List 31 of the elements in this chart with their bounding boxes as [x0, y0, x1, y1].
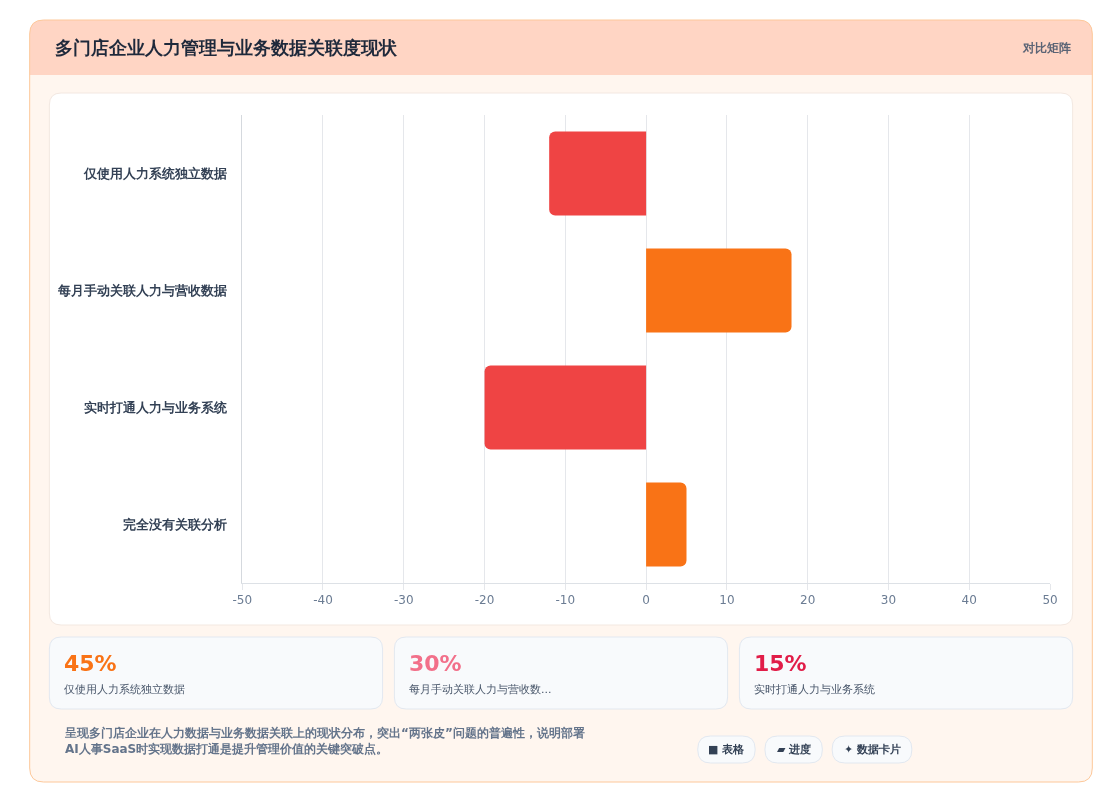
x-tick-label: -10 [555, 593, 576, 608]
y-tick-label: 完全没有关联分析 [122, 516, 227, 532]
text: ✦ 数据卡片 [844, 743, 902, 756]
bar [549, 131, 647, 216]
x-tick-label: 30 [880, 593, 897, 608]
bar [646, 248, 792, 333]
text: ■ 表格 [708, 743, 746, 756]
x-tick-label: 0 [642, 593, 650, 608]
text: 对比矩阵 [1022, 41, 1071, 55]
y-tick-label: 实时打通人力与业务系统 [83, 399, 228, 415]
x-tick-label: -20 [474, 593, 495, 608]
text: 30% [409, 651, 462, 676]
text: 实时打通人力与业务系统 [754, 683, 875, 696]
text: 45% [64, 651, 117, 676]
x-tick-label: 10 [719, 593, 735, 608]
x-tick-label: 40 [961, 593, 977, 608]
x-tick-label: -50 [232, 593, 253, 608]
y-tick-label: 每月手动关联人力与营收数据 [56, 282, 227, 298]
x-tick-label: 50 [1042, 593, 1058, 608]
x-tick-label: -40 [313, 593, 333, 608]
text: ▰ 进度 [777, 743, 812, 756]
text: 每月手动关联人力与营收数... [409, 683, 552, 696]
bar [484, 365, 647, 450]
bar [646, 482, 687, 567]
x-tick-label: 20 [800, 593, 816, 608]
chart-title: 多门店企业人力管理与业务数据关联度现状 [55, 37, 398, 58]
y-tick-label: 仅使用人力系统独立数据 [82, 165, 227, 181]
x-tick-label: -30 [393, 593, 414, 608]
text: 呈现多门店企业在人力数据与业务数据关联上的现状分布，突出“两张皮”问题的普遍性，说明部署AI人事SaaS时实现数据打通是提升管理价值的关键突破点。 [64, 726, 585, 756]
text: 仅使用人力系统独立数据 [64, 683, 185, 696]
text: 15% [754, 651, 807, 676]
